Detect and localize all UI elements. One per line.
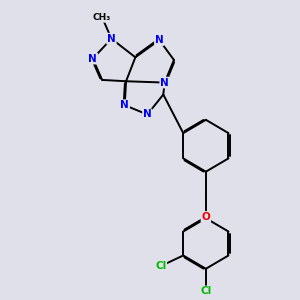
Text: N: N (120, 100, 129, 110)
Text: O: O (202, 212, 210, 222)
Text: N: N (143, 110, 152, 119)
Text: N: N (155, 35, 164, 45)
Text: N: N (107, 34, 116, 44)
Text: N: N (88, 54, 97, 64)
Text: Cl: Cl (200, 286, 212, 296)
Text: CH₃: CH₃ (93, 13, 111, 22)
Text: N: N (160, 78, 169, 88)
Text: Cl: Cl (155, 261, 166, 271)
